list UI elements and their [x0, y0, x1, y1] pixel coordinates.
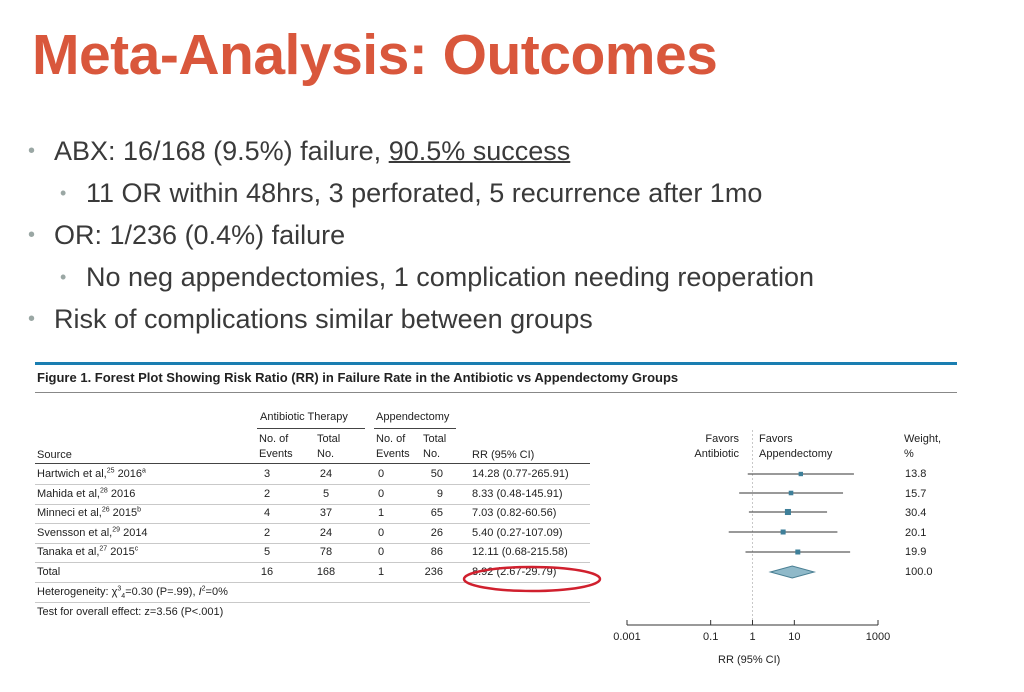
success-underlined: 90.5% success [388, 136, 571, 166]
x-axis-title: RR (95% CI) [718, 654, 781, 666]
study-source: Svensson et al,29 2014 [37, 526, 148, 539]
col-header-app-total-2: No. [423, 448, 441, 460]
bullet-or: OR: 1/236 (0.4%) failure [28, 214, 988, 256]
col-header-app-events-2: Events [376, 448, 410, 460]
weight: 15.7 [905, 488, 927, 500]
study-source: Mahida et al,28 2016 [37, 487, 136, 500]
weight: 13.8 [905, 468, 927, 480]
col-header-app-events-1: No. of [376, 433, 406, 445]
study-marker [788, 490, 794, 496]
slide-title: Meta-Analysis: Outcomes [32, 23, 718, 87]
row-divider [35, 582, 590, 583]
forest-plot-figure: Figure 1. Forest Plot Showing Risk Ratio… [35, 362, 957, 672]
app-events: 0 [377, 527, 385, 539]
col-header-abx-total-2: No. [317, 448, 335, 460]
bullet-or-detail: No neg appendectomies, 1 complication ne… [28, 256, 988, 298]
rr-ci: 8.33 (0.48-145.91) [472, 488, 563, 500]
x-tick-label: 0.001 [613, 631, 641, 643]
rr-ci: 14.28 (0.77-265.91) [472, 468, 569, 480]
figure-rule [35, 362, 957, 365]
abx-events: 2 [263, 527, 271, 539]
header-divider [35, 463, 590, 464]
x-tick-label: 1000 [866, 631, 890, 643]
col-header-favors-right-1: Favors [759, 433, 793, 445]
abx-events: 5 [263, 546, 271, 558]
x-tick-label: 1 [749, 631, 755, 643]
pooled-diamond [768, 565, 817, 579]
col-header-abx-events-1: No. of [259, 433, 289, 445]
abx-total: 78 [319, 546, 333, 558]
col-header-favors-right-2: Appendectomy [759, 448, 833, 460]
col-header-abx-events-2: Events [259, 448, 293, 460]
abx-events: 3 [263, 468, 271, 480]
app-events: 0 [377, 468, 385, 480]
rr-ci: 7.03 (0.82-60.56) [472, 507, 557, 519]
row-divider [35, 562, 590, 563]
row-divider [35, 484, 590, 485]
app-total-total: 236 [424, 566, 443, 578]
app-total: 86 [430, 546, 443, 558]
app-events: 0 [377, 488, 385, 500]
abx-events-total: 16 [260, 566, 274, 578]
col-header-app-total-1: Total [423, 433, 447, 445]
study-marker [798, 471, 803, 477]
heterogeneity-text: Heterogeneity: χ34=0.30 (P=.99), I2=0% [37, 585, 228, 601]
col-header-favors-left-1: Favors [705, 433, 739, 445]
study-marker [780, 529, 786, 535]
col-header-abx-total-1: Total [317, 433, 341, 445]
app-total: 26 [430, 527, 443, 539]
app-total: 9 [436, 488, 443, 500]
abx-total: 24 [319, 468, 333, 480]
overall-effect-text: Test for overall effect: z=3.56 (P<.001) [37, 606, 224, 618]
forest-plot: 0.001 0.1 1 10 1000 [462, 430, 890, 643]
row-divider [35, 523, 590, 524]
abx-total-total: 168 [316, 566, 336, 578]
rr-ci: 5.40 (0.27-107.09) [472, 527, 563, 539]
abx-events: 2 [263, 488, 271, 500]
group-header-appendectomy: Appendectomy [376, 411, 450, 423]
study-marker [795, 549, 801, 555]
app-events: 0 [377, 546, 385, 558]
total-label: Total [37, 566, 61, 578]
col-header-source: Source [37, 449, 72, 461]
app-events-total: 1 [377, 566, 385, 578]
abx-total: 5 [322, 488, 330, 500]
figure-title: Figure 1. Forest Plot Showing Risk Ratio… [37, 370, 679, 385]
row-divider [35, 504, 590, 505]
study-source: Tanaka et al,27 2015c [37, 545, 139, 558]
study-marker [784, 508, 791, 516]
abx-events: 4 [263, 507, 271, 519]
bullet-abx-detail: 11 OR within 48hrs, 3 perforated, 5 recu… [28, 172, 988, 214]
weight: 20.1 [905, 527, 927, 539]
app-events: 1 [377, 507, 385, 519]
col-header-weight-1: Weight, [904, 433, 942, 445]
x-tick-label: 10 [788, 631, 800, 643]
app-total: 50 [430, 468, 443, 480]
col-header-weight-2: % [904, 448, 914, 460]
x-tick-label: 0.1 [703, 631, 718, 643]
row-divider [35, 602, 590, 603]
rr-ci: 12.11 (0.68-215.58) [472, 546, 568, 558]
weight: 30.4 [905, 507, 927, 519]
app-total: 65 [430, 507, 443, 519]
group-underline-appendectomy [374, 428, 456, 429]
bullet-text: ABX: 16/168 (9.5%) failure, [54, 136, 389, 166]
abx-total: 24 [319, 527, 333, 539]
group-header-antibiotic: Antibiotic Therapy [260, 411, 348, 423]
col-header-rr: RR (95% CI) [472, 449, 535, 461]
highlight-ellipse [462, 565, 602, 593]
study-source: Minneci et al,26 2015b [37, 506, 142, 519]
col-header-favors-left-2: Antibiotic [694, 448, 739, 460]
bullet-complications: Risk of complications similar between gr… [28, 298, 988, 340]
group-underline-antibiotic [257, 428, 365, 429]
figure-title-divider [35, 392, 957, 393]
row-divider [35, 543, 590, 544]
abx-total: 37 [319, 507, 333, 519]
weight-total: 100.0 [905, 566, 933, 578]
bullet-list: ABX: 16/168 (9.5%) failure, 90.5% succes… [28, 130, 988, 340]
weight: 19.9 [905, 546, 927, 558]
study-source: Hartwich et al,25 2016a [37, 467, 146, 480]
bullet-abx: ABX: 16/168 (9.5%) failure, 90.5% succes… [28, 130, 988, 172]
